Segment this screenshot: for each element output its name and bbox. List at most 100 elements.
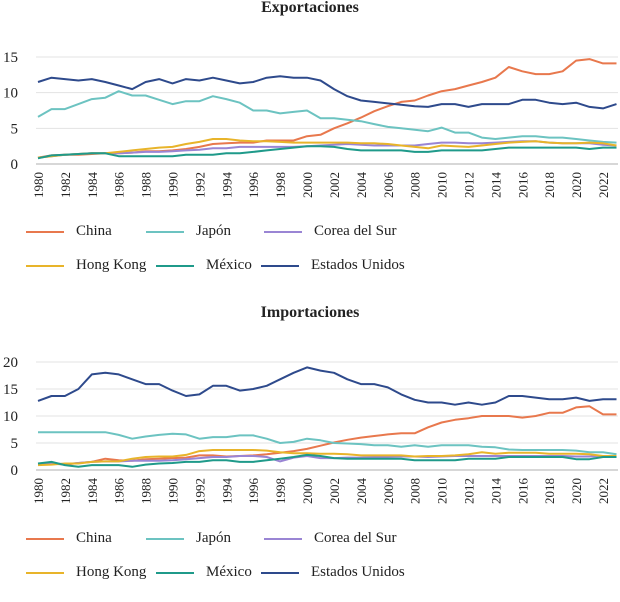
x-tick-label: 1986 — [112, 478, 127, 505]
x-tick-label: 2012 — [461, 172, 476, 198]
y-tick-label: 10 — [3, 409, 18, 425]
legend-item-mexico: México — [156, 257, 252, 274]
x-tick-label: 2000 — [300, 478, 315, 504]
exportaciones-plot: 0 5 10 15 1980 1982 1984 1986 1988 1990 1992 1994 19… — [3, 50, 618, 199]
y-tick-label: 0 — [11, 463, 19, 479]
x-tick-label: 1980 — [31, 478, 46, 504]
x-tick-label: 1998 — [273, 172, 288, 198]
x-tick-label: 2002 — [327, 478, 342, 504]
legend-item-hongkong: Hong Kong — [26, 257, 146, 274]
legend-label: Japón — [196, 530, 231, 546]
x-tick-label: 1984 — [85, 172, 100, 199]
x-tick-label: 2002 — [327, 172, 342, 198]
chart-title: Importaciones — [260, 304, 360, 321]
legend-label: Japón — [196, 223, 231, 239]
legend-item-japon: Japón — [146, 530, 231, 547]
x-tick-label: 1980 — [31, 172, 46, 198]
legend-swatch-mexico — [156, 264, 194, 267]
x-tick-label: 1994 — [219, 478, 234, 505]
x-tick-label: 1998 — [273, 478, 288, 504]
legend-swatch-hongkong — [26, 571, 64, 574]
x-tick-label: 1992 — [192, 478, 207, 504]
series-line-hong-kong — [37, 449, 617, 467]
legend-swatch-japon — [146, 537, 184, 540]
legend-item-mexico: México — [156, 564, 252, 581]
legend-swatch-corea — [264, 230, 302, 233]
x-tick-label: 1992 — [192, 172, 207, 198]
legend-item-china: China — [26, 530, 112, 547]
legend-swatch-china — [26, 230, 64, 233]
series-line-mexico — [37, 453, 617, 468]
legend-label: Estados Unidos — [311, 257, 405, 273]
series-line-hong-kong — [37, 138, 617, 159]
x-tick-label: 2006 — [381, 478, 396, 505]
legend-item-eeuu: Estados Unidos — [261, 564, 405, 581]
legend-label: Corea del Sur — [314, 530, 397, 546]
legend-label: Hong Kong — [76, 564, 147, 580]
x-tick-label: 2018 — [542, 478, 557, 504]
y-tick-label: 5 — [11, 436, 19, 452]
legend-item-china: China — [26, 223, 112, 240]
y-tick-label: 10 — [3, 86, 18, 102]
chart-title: Exportaciones — [261, 0, 359, 16]
x-tick-label: 2022 — [596, 172, 611, 198]
x-tick-label: 2012 — [461, 478, 476, 504]
x-tick-label: 2004 — [354, 172, 369, 199]
series-line-japon — [38, 431, 617, 456]
x-tick-label: 1990 — [166, 478, 181, 504]
x-tick-label: 2006 — [381, 172, 396, 199]
legend-swatch-eeuu — [261, 571, 299, 574]
legend-label: Corea del Sur — [314, 223, 397, 239]
x-tick-label: 2014 — [488, 478, 503, 505]
x-tick-label: 1986 — [112, 172, 127, 199]
x-tick-label: 1990 — [166, 172, 181, 198]
x-tick-label: 2004 — [354, 478, 369, 505]
y-tick-label: 15 — [3, 382, 18, 398]
series-line-estados-unidos — [37, 366, 617, 406]
x-tick-label: 1996 — [246, 172, 261, 199]
x-tick-label: 2022 — [596, 478, 611, 504]
legend-label: México — [206, 257, 252, 273]
x-tick-label: 2016 — [515, 172, 530, 199]
y-tick-label: 20 — [3, 355, 18, 371]
legend-item-corea: Corea del Sur — [264, 530, 396, 547]
x-tick-label: 2000 — [300, 172, 315, 198]
x-tick-label: 1988 — [139, 478, 154, 504]
legend-label: China — [76, 223, 112, 239]
y-tick-label: 0 — [11, 157, 19, 173]
x-tick-label: 2008 — [408, 478, 423, 504]
x-tick-label: 2008 — [408, 172, 423, 198]
legend-swatch-japon — [146, 230, 184, 233]
importaciones-plot: 0 5 10 15 20 1980 1982 1984 1986 1988 1990 1992 1994… — [3, 355, 618, 505]
x-tick-label: 2020 — [569, 478, 584, 504]
legend-item-hongkong: Hong Kong — [26, 564, 146, 581]
x-tick-label: 1988 — [139, 172, 154, 198]
x-tick-label: 1984 — [85, 478, 100, 505]
legend-swatch-corea — [264, 537, 302, 540]
legend-label: China — [76, 530, 112, 546]
legend-item-eeuu: Estados Unidos — [261, 257, 405, 274]
legend-swatch-china — [26, 537, 64, 540]
x-tick-label: 2014 — [488, 172, 503, 199]
series-line-mexico — [37, 145, 617, 160]
legend-label: Hong Kong — [76, 257, 147, 273]
x-tick-label: 2010 — [435, 172, 450, 198]
exportaciones-chart: Exportaciones 0 5 10 15 1980 1982 1984 1986 1988… — [0, 0, 620, 300]
legend-swatch-mexico — [156, 571, 194, 574]
legend-item-corea: Corea del Sur — [264, 223, 396, 240]
y-tick-label: 15 — [3, 50, 18, 66]
x-tick-label: 2018 — [542, 172, 557, 198]
x-tick-label: 2016 — [515, 478, 530, 505]
series-line-corea-del-sur — [37, 140, 617, 159]
x-tick-label: 1994 — [219, 172, 234, 199]
legend-swatch-eeuu — [261, 264, 299, 267]
importaciones-chart: Importaciones 0 5 10 15 20 1980 1982 1984 1986 19… — [0, 300, 620, 602]
legend-item-japon: Japón — [146, 223, 231, 240]
y-tick-label: 5 — [11, 121, 19, 137]
x-tick-label: 1982 — [58, 172, 73, 198]
x-tick-label: 1996 — [246, 478, 261, 505]
x-tick-label: 2010 — [435, 478, 450, 504]
x-tick-label: 1982 — [58, 478, 73, 504]
x-tick-label: 2020 — [569, 172, 584, 198]
legend-label: México — [206, 564, 252, 580]
